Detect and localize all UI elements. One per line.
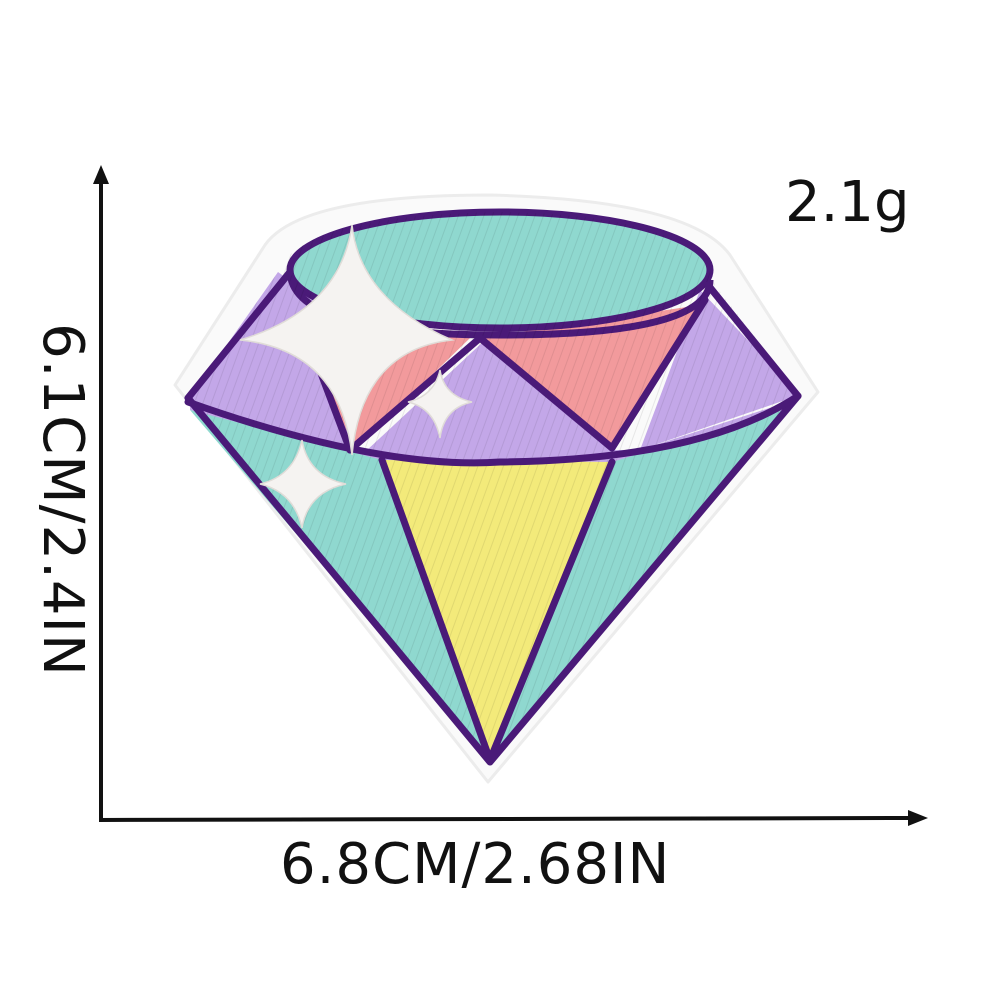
horizontal-axis-line [98,816,913,822]
height-dimension-label: 6.1CM/2.4IN [30,323,95,677]
embroidered-diamond-patch-icon [173,193,820,784]
weight-label: 2.1g [785,170,910,235]
width-dimension-label: 6.8CM/2.68IN [280,832,671,897]
dimension-axes [93,165,928,826]
small-sparkle-icon [407,369,473,439]
lower-sparkle-icon [259,439,347,529]
sparkle-icons [239,224,473,529]
large-sparkle-icon [239,224,455,456]
horizontal-axis-arrow-icon [908,810,928,826]
patch-outline [184,268,802,766]
vertical-axis-arrow-icon [93,165,109,184]
